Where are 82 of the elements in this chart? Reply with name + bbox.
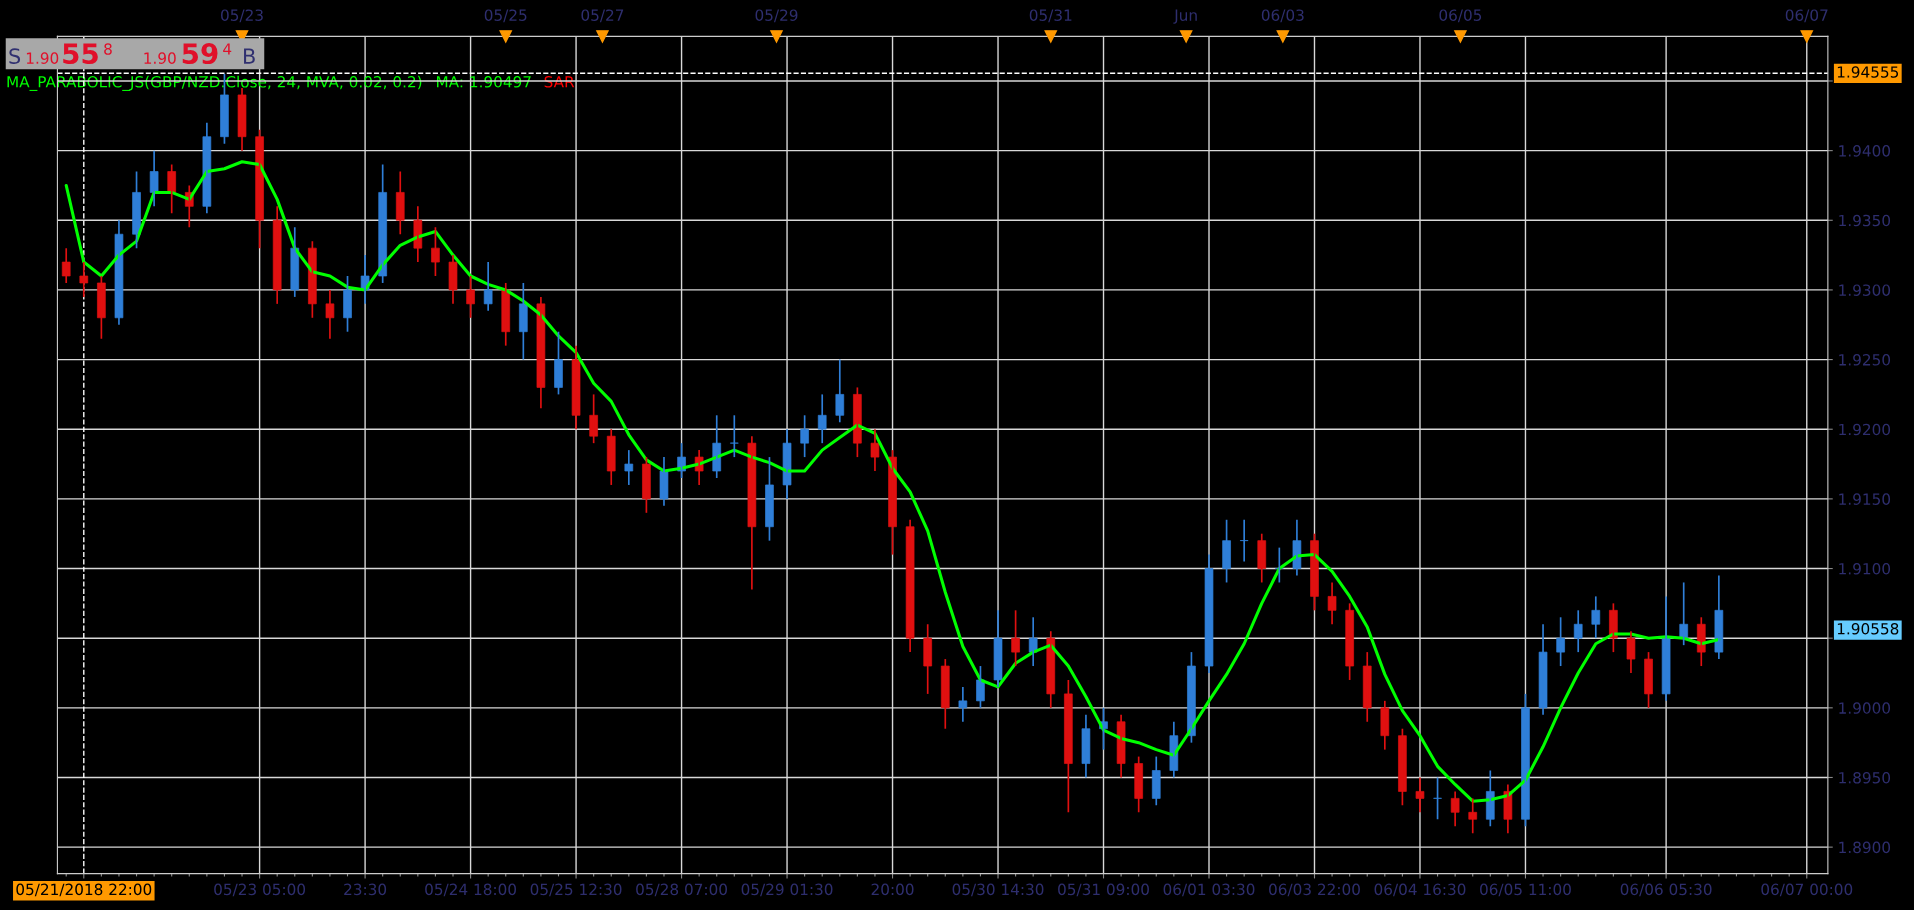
- candlestick: [466, 275, 475, 319]
- candlestick: [1011, 609, 1020, 667]
- annotation: 8: [104, 43, 112, 55]
- x-tick-label: 05/31 09:00: [1058, 883, 1149, 897]
- text: S: [9, 48, 21, 64]
- y-tick-label: 1.9100: [1839, 563, 1891, 575]
- ref-line-label: 1.94555: [1837, 66, 1899, 78]
- candlestick: [993, 609, 1003, 688]
- x-tick-label: 05/30 14:30: [952, 883, 1044, 897]
- annotation: 55: [63, 43, 98, 65]
- y-tick-label: 1.8900: [1839, 841, 1891, 854]
- candlestick: [1239, 518, 1249, 563]
- x-tick-label: 06/07 00:00: [1761, 883, 1853, 897]
- candlestick: [624, 449, 634, 486]
- candlestick: [730, 414, 739, 458]
- candlestick: [1398, 727, 1407, 807]
- annotation: 1.90: [144, 52, 176, 64]
- y-tick-label: 1.9400: [1839, 145, 1891, 157]
- candlestick: [1538, 623, 1548, 716]
- candlestick: [97, 275, 106, 340]
- y-tick-label: 1.9250: [1839, 354, 1891, 366]
- x-tick-label: 05/29 01:30: [741, 883, 833, 897]
- text: 06/07: [1785, 9, 1828, 23]
- line-series: [64, 160, 1721, 803]
- x-tick-label: 05/23 05:00: [214, 883, 306, 897]
- candlestick: [571, 344, 581, 431]
- x-tick-label: 06/06 05:30: [1620, 883, 1712, 897]
- candlestick: [79, 261, 89, 298]
- candlestick: [765, 456, 774, 542]
- candlestick: [343, 275, 352, 333]
- x-tick-label: 23:30: [344, 883, 387, 896]
- x-tick-label: 06/05 11:00: [1480, 883, 1571, 897]
- candlestick: [1644, 651, 1653, 709]
- annotation: B: [244, 48, 255, 64]
- text: 05/23: [221, 9, 263, 23]
- candlestick: [1204, 553, 1214, 674]
- candlestick: [1081, 713, 1091, 779]
- candlestick: [1064, 679, 1073, 814]
- candlestick: [642, 456, 651, 514]
- candlestick: [1556, 616, 1565, 667]
- text: 05/27: [581, 9, 624, 23]
- candlestick: [1327, 581, 1337, 626]
- y-tick-label: 1.9000: [1839, 702, 1891, 714]
- candlestick: [870, 428, 880, 472]
- x-tick-label: 05/25 12:30: [530, 883, 622, 897]
- y-tick-label: 1.9200: [1839, 423, 1891, 436]
- candlestick: [448, 254, 458, 305]
- candlestick: [483, 261, 493, 312]
- candlestick: [1222, 518, 1231, 584]
- text: 06/05: [1439, 9, 1482, 23]
- y-tick-label: 1.9300: [1839, 284, 1891, 296]
- candlestick: [325, 289, 335, 340]
- y-tick-label: 1.9150: [1839, 493, 1891, 505]
- x-tick-label: 05/21/2018 22:00: [16, 883, 152, 897]
- text: 05/29: [755, 9, 798, 23]
- candlestick: [431, 226, 440, 277]
- x-tick-label: 06/03 22:00: [1269, 883, 1360, 897]
- annotation: 4: [223, 43, 232, 55]
- annotation: 1.90: [26, 52, 59, 64]
- candlestick: [1433, 776, 1442, 821]
- candlestick: [976, 665, 985, 709]
- candlestick: [1626, 630, 1636, 674]
- x-tick-label: 05/24 18:00: [425, 883, 517, 897]
- y-tick-label: 1.8950: [1839, 771, 1891, 784]
- candlestick: [659, 456, 669, 507]
- text: Jun: [1173, 9, 1197, 24]
- candlestick: [1345, 602, 1354, 681]
- x-tick-label: 06/01 03:30: [1163, 883, 1255, 897]
- x-tick-label: 05/28 07:00: [636, 883, 727, 897]
- candlestick: [800, 414, 809, 458]
- text: 1.90558: [1837, 622, 1899, 635]
- candlestick: [554, 330, 563, 396]
- text: 05/25: [484, 9, 527, 23]
- candlestick: [1415, 776, 1425, 814]
- x-tick-label: 06/04 16:30: [1374, 883, 1466, 897]
- candlestick: [61, 247, 71, 284]
- x-tick-label: 20:00: [871, 883, 914, 896]
- candlestick: [589, 393, 598, 444]
- text: 05/31: [1029, 9, 1072, 23]
- annotation: 59: [182, 43, 218, 65]
- y-tick-label: 1.9350: [1839, 214, 1891, 227]
- text: 06/03: [1261, 9, 1304, 23]
